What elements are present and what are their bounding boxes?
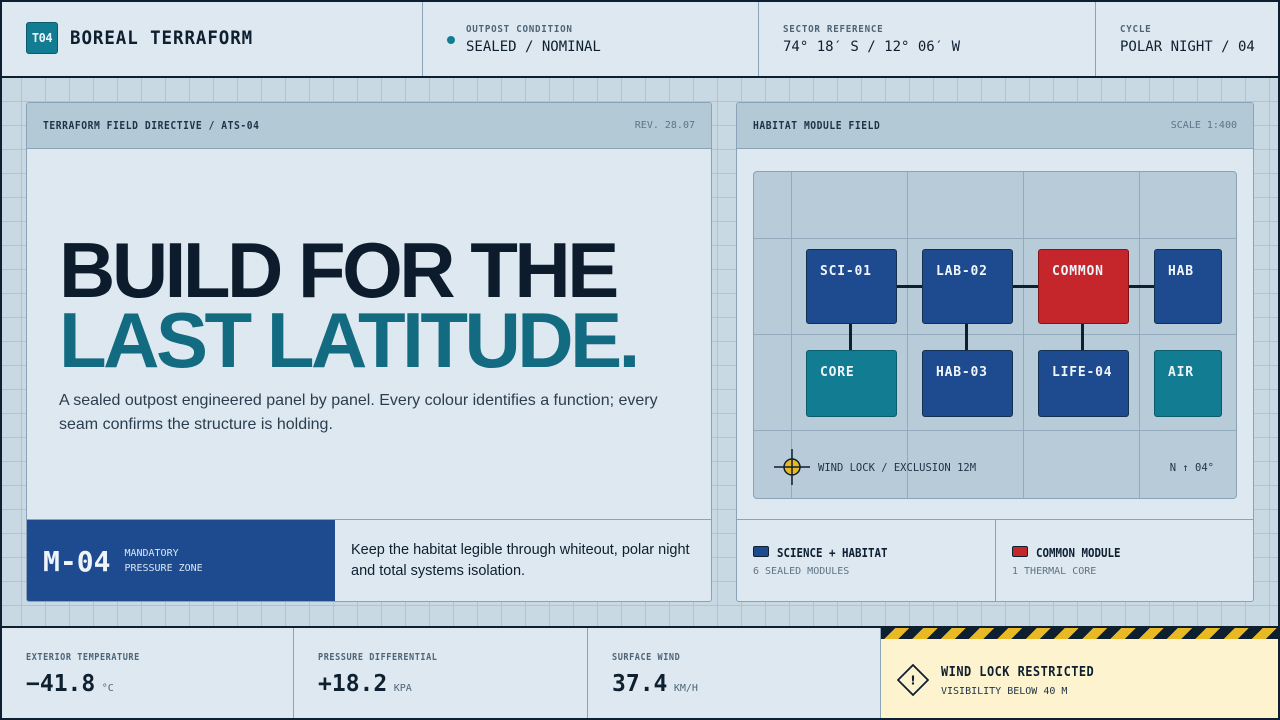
grid-line — [754, 238, 1236, 239]
module-legend: SCIENCE + HABITAT 6 SEALED MODULES COMMO… — [737, 519, 1253, 601]
cycle: CYCLE POLAR NIGHT / 04 — [1096, 0, 1280, 76]
module-common[interactable]: COMMON — [1038, 249, 1129, 324]
directive-header: TERRAFORM FIELD DIRECTIVE / ATS-04 REV. … — [27, 103, 711, 149]
metric-unit: KPA — [393, 683, 412, 694]
lead-paragraph: A sealed outpost engineered panel by pan… — [59, 392, 658, 433]
module-air[interactable]: AIR — [1154, 350, 1222, 417]
metric-pressure-differential: PRESSURE DIFFERENTIAL +18.2 KPA — [294, 628, 588, 720]
module-connector — [965, 322, 968, 350]
grid-line — [1139, 172, 1140, 498]
module-connector — [895, 285, 923, 288]
module-connector — [1127, 285, 1155, 288]
metric-value: 37.4 — [612, 671, 668, 697]
metric-value: −41.8 — [26, 671, 96, 697]
pressure-zone-badge: M-04 MANDATORY PRESSURE ZONE — [27, 520, 335, 601]
module-connector — [1011, 285, 1039, 288]
grid-line — [754, 430, 1236, 431]
brand-name: BOREAL TERRAFORM — [70, 27, 254, 49]
sector-reference: SECTOR REFERENCE 74° 18′ S / 12° 06′ W — [759, 0, 1096, 76]
legend-title: SCIENCE + HABITAT — [777, 546, 888, 560]
legend-common-module: COMMON MODULE 1 THERMAL CORE — [995, 520, 1253, 601]
wind-lock-note: WIND LOCK / EXCLUSION 12M — [818, 462, 977, 474]
grid-line — [907, 172, 908, 498]
field-title: HABITAT MODULE FIELD — [753, 119, 881, 132]
module-core[interactable]: CORE — [806, 350, 897, 417]
directive-revision: REV. 28.07 — [634, 120, 695, 131]
module-connector — [1081, 322, 1084, 350]
brand-badge: T04 — [26, 22, 58, 54]
directive-footer-text: Keep the habitat legible through whiteou… — [351, 542, 690, 579]
outpost-condition-label: OUTPOST CONDITION — [466, 24, 573, 35]
module-hab[interactable]: HAB — [1154, 249, 1222, 324]
module-hab-03[interactable]: HAB-03 — [922, 350, 1013, 417]
field-directive-panel: TERRAFORM FIELD DIRECTIVE / ATS-04 REV. … — [26, 102, 712, 602]
cycle-label: CYCLE — [1120, 24, 1152, 35]
grid-line — [754, 334, 1236, 335]
grid-line — [1023, 172, 1024, 498]
metric-label: PRESSURE DIFFERENTIAL — [318, 652, 438, 663]
metric-surface-wind: SURFACE WIND 37.4 KM/H — [588, 628, 881, 720]
zone-code: M-04 — [43, 544, 111, 578]
telemetry-bar: EXTERIOR TEMPERATURE −41.8 °C PRESSURE D… — [0, 626, 1280, 720]
zone-label-line-2: PRESSURE ZONE — [124, 563, 203, 574]
alert-subtitle: VISIBILITY BELOW 40 M — [941, 686, 1068, 697]
wind-lock-alert[interactable]: ! WIND LOCK RESTRICTED VISIBILITY BELOW … — [881, 628, 1280, 720]
north-indicator: N ↑ 04° — [1169, 462, 1214, 474]
headline-line-1: BUILD FOR THE — [59, 226, 619, 314]
habitat-module-field-panel: HABITAT MODULE FIELD SCALE 1:400 SCI-01 … — [736, 102, 1254, 602]
module-connector — [849, 322, 852, 350]
metric-value: +18.2 — [318, 671, 388, 697]
legend-science-habitat: SCIENCE + HABITAT 6 SEALED MODULES — [737, 520, 995, 601]
outpost-condition: OUTPOST CONDITION SEALED / NOMINAL — [423, 0, 759, 76]
field-header: HABITAT MODULE FIELD SCALE 1:400 — [737, 103, 1253, 149]
warning-diamond-icon: ! — [897, 664, 929, 696]
headline-line-2: LAST LATITUDE. — [59, 296, 640, 384]
headline: BUILD FOR THE LAST LATITUDE. — [59, 226, 640, 384]
zone-label: MANDATORY PRESSURE ZONE — [124, 546, 234, 576]
sector-reference-label: SECTOR REFERENCE — [783, 24, 884, 35]
outpost-condition-value: SEALED / NOMINAL — [466, 39, 601, 55]
zone-label-line-1: MANDATORY — [124, 548, 179, 559]
legend-swatch-science — [753, 546, 769, 557]
legend-sub: 1 THERMAL CORE — [1012, 566, 1097, 577]
field-scale: SCALE 1:400 — [1170, 120, 1237, 131]
cycle-value: POLAR NIGHT / 04 — [1120, 39, 1255, 55]
status-dot-icon — [447, 36, 455, 44]
sector-reference-value: 74° 18′ S / 12° 06′ W — [783, 39, 961, 55]
metric-exterior-temperature: EXTERIOR TEMPERATURE −41.8 °C — [0, 628, 294, 720]
alert-title: WIND LOCK RESTRICTED — [941, 665, 1095, 680]
module-sci-01[interactable]: SCI-01 — [806, 249, 897, 324]
hazard-stripe — [881, 628, 1280, 639]
legend-swatch-common — [1012, 546, 1028, 557]
directive-footer: M-04 MANDATORY PRESSURE ZONE Keep the ha… — [27, 519, 711, 601]
grid-line — [791, 172, 792, 498]
wind-lock-target-icon — [774, 449, 810, 485]
legend-sub: 6 SEALED MODULES — [753, 566, 850, 577]
module-lab-02[interactable]: LAB-02 — [922, 249, 1013, 324]
legend-title: COMMON MODULE — [1036, 546, 1121, 560]
metric-label: SURFACE WIND — [612, 652, 681, 663]
metric-label: EXTERIOR TEMPERATURE — [26, 652, 140, 663]
top-status-bar: T04 BOREAL TERRAFORM OUTPOST CONDITION S… — [0, 0, 1280, 78]
svg-text:!: ! — [910, 674, 915, 688]
brand[interactable]: T04 BOREAL TERRAFORM — [0, 0, 423, 76]
metric-unit: °C — [101, 683, 114, 694]
module-life-04[interactable]: LIFE-04 — [1038, 350, 1129, 417]
directive-title: TERRAFORM FIELD DIRECTIVE / ATS-04 — [43, 119, 260, 132]
metric-unit: KM/H — [673, 683, 698, 694]
module-map: SCI-01 LAB-02 COMMON HAB CORE HAB-03 LIF… — [753, 171, 1237, 499]
